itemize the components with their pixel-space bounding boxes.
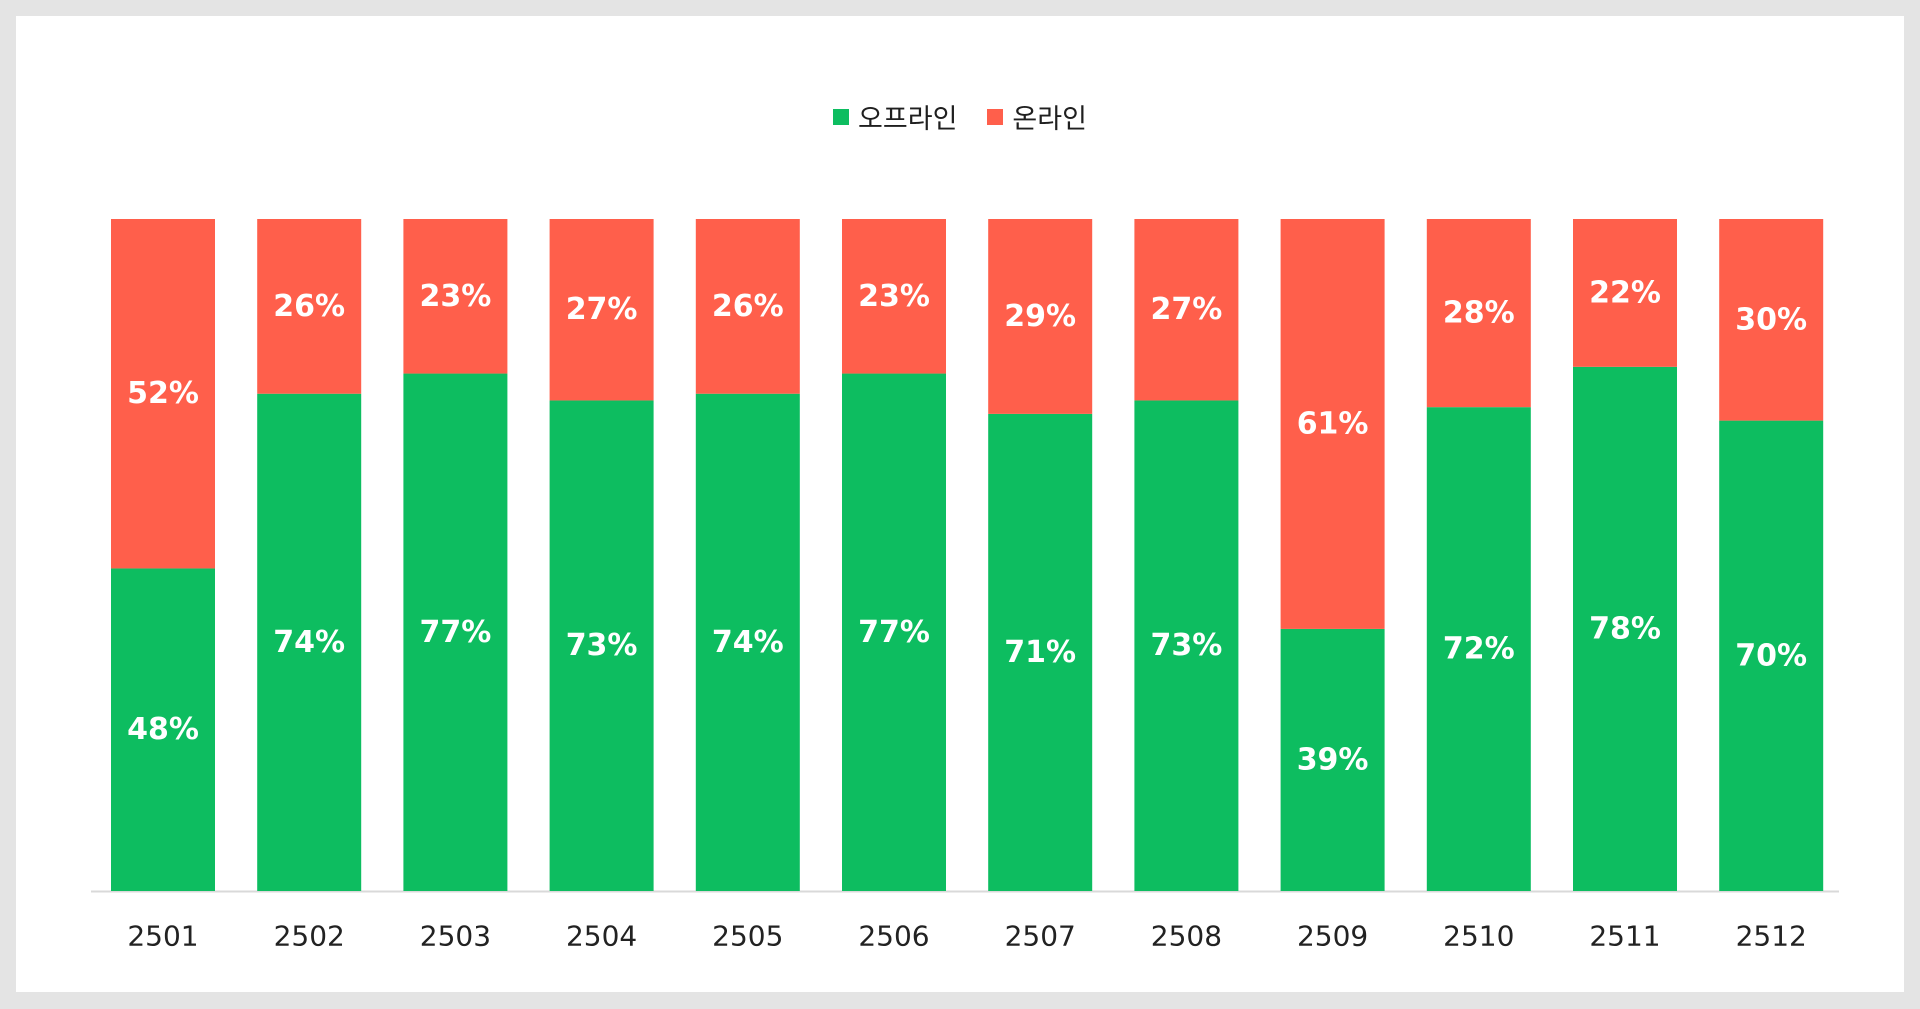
x-tick-label-2510: 2510 <box>1443 920 1514 953</box>
data-label-offline-2502: 74% <box>273 625 345 660</box>
x-tick-label-2508: 2508 <box>1151 920 1222 953</box>
data-label-online-2505: 26% <box>712 289 784 324</box>
data-label-online-2511: 22% <box>1589 275 1661 310</box>
bar-online-2507 <box>988 219 1093 414</box>
data-label-offline-2503: 77% <box>419 615 491 650</box>
data-label-online-2506: 23% <box>858 279 930 314</box>
chart-card: 오프라인 온라인 48% 52% 2501 74% 26% 2502 77% 23% 2503 7… <box>16 16 1904 992</box>
bar-online-2506 <box>842 219 946 374</box>
data-label-offline-2509: 39% <box>1297 742 1369 777</box>
bar-online-2512 <box>1719 219 1824 421</box>
legend-label-online: 온라인 <box>1012 104 1087 135</box>
bar-offline-2503 <box>403 373 508 891</box>
data-label-online-2508: 27% <box>1150 292 1222 327</box>
bar-offline-2504 <box>549 400 654 891</box>
bar-online-2501 <box>111 219 215 569</box>
data-label-online-2504: 27% <box>566 292 638 327</box>
bar-offline-2502 <box>257 393 362 891</box>
x-tick-label-2511: 2511 <box>1589 920 1660 953</box>
legend-item-offline: 오프라인 <box>833 97 957 136</box>
legend-swatch-online <box>987 108 1004 125</box>
x-tick-label-2507: 2507 <box>1005 920 1076 953</box>
bar-offline-2510 <box>1426 407 1531 891</box>
bar-offline-2507 <box>988 413 1093 891</box>
data-label-online-2509: 61% <box>1297 406 1369 441</box>
bar-online-2502 <box>257 219 362 394</box>
bar-online-2509 <box>1280 219 1385 629</box>
data-label-online-2507: 29% <box>1004 299 1076 334</box>
bar-online-2508 <box>1134 219 1239 401</box>
x-tick-label-2506: 2506 <box>858 920 929 953</box>
stacked-bar-chart: 48% 52% 2501 74% 26% 2502 77% 23% 2503 73% 27% 2504… <box>91 219 1839 953</box>
data-label-offline-2501: 48% <box>127 712 199 747</box>
bar-online-2503 <box>403 219 508 374</box>
bar-offline-2509 <box>1280 628 1385 891</box>
legend-label-offline: 오프라인 <box>858 104 958 135</box>
bar-offline-2511 <box>1573 366 1677 892</box>
bar-online-2504 <box>549 219 654 401</box>
data-label-online-2502: 26% <box>273 289 345 324</box>
data-label-offline-2508: 73% <box>1150 628 1222 663</box>
bar-online-2505 <box>695 219 800 394</box>
x-tick-label-2505: 2505 <box>712 920 783 953</box>
bar-offline-2508 <box>1134 400 1239 891</box>
data-label-online-2512: 30% <box>1735 302 1807 337</box>
data-label-offline-2507: 71% <box>1004 635 1076 670</box>
x-tick-label-2502: 2502 <box>274 920 345 953</box>
data-label-offline-2511: 78% <box>1589 611 1661 646</box>
data-label-offline-2512: 70% <box>1735 638 1807 673</box>
data-label-offline-2505: 74% <box>712 625 784 660</box>
data-label-online-2501: 52% <box>127 376 199 411</box>
x-tick-label-2501: 2501 <box>127 920 198 953</box>
x-tick-label-2509: 2509 <box>1297 920 1368 953</box>
data-label-offline-2506: 77% <box>858 615 930 650</box>
chart-legend: 오프라인 온라인 <box>16 97 1904 136</box>
bar-offline-2501 <box>111 568 215 891</box>
bar-offline-2506 <box>842 373 946 891</box>
x-tick-label-2512: 2512 <box>1736 920 1807 953</box>
bar-online-2510 <box>1426 219 1531 408</box>
data-label-offline-2510: 72% <box>1443 632 1515 667</box>
x-tick-label-2503: 2503 <box>420 920 491 953</box>
legend-swatch-offline <box>833 108 850 125</box>
bar-online-2511 <box>1573 219 1677 367</box>
x-tick-label-2504: 2504 <box>566 920 637 953</box>
bar-offline-2512 <box>1719 420 1824 891</box>
bar-offline-2505 <box>695 393 800 891</box>
data-label-online-2503: 23% <box>419 279 491 314</box>
legend-item-online: 온라인 <box>987 97 1087 136</box>
data-label-offline-2504: 73% <box>566 628 638 663</box>
data-label-online-2510: 28% <box>1443 296 1515 331</box>
